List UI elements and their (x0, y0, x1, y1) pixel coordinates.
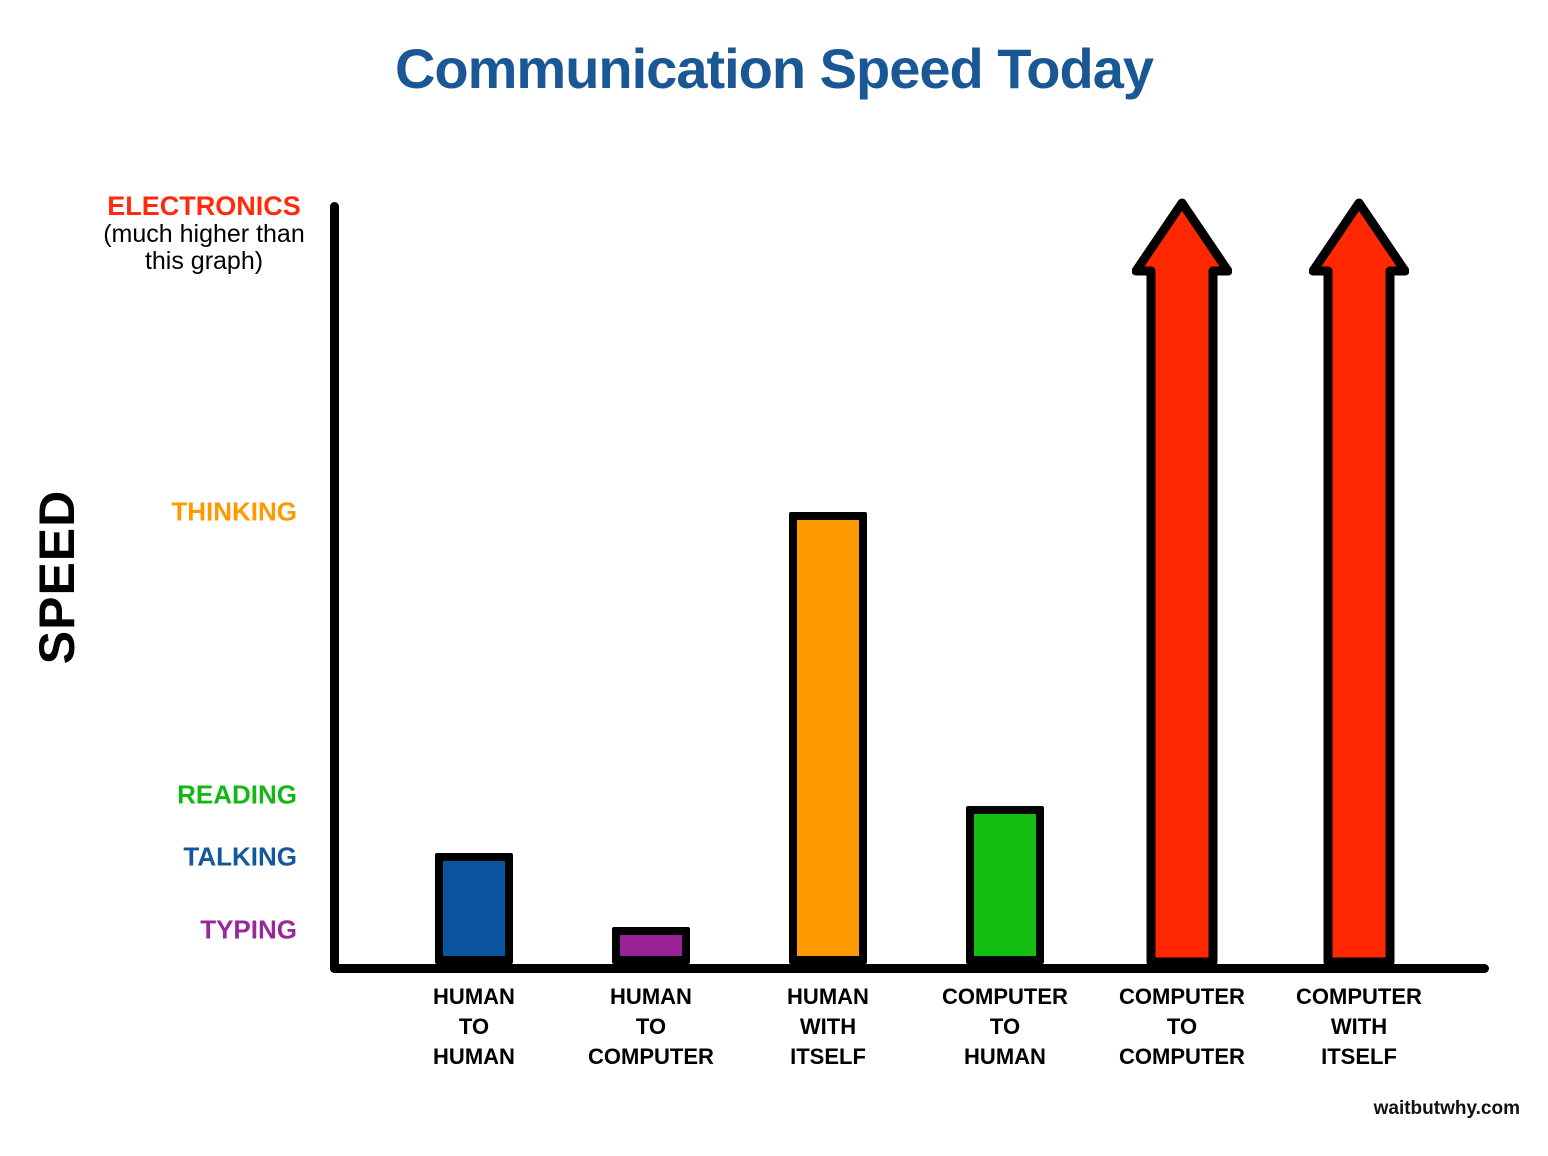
y-tick-label-typing: TYPING (200, 914, 297, 945)
bar-human-to-human (435, 853, 513, 964)
bar-human-to-computer (612, 927, 690, 964)
x-category-line: COMPUTER (1296, 984, 1422, 1009)
x-category-line: COMPUTER (588, 1044, 714, 1069)
source-credit: waitbutwhy.com (1373, 1098, 1520, 1119)
y-tick-note-line: (much higher than (103, 220, 305, 248)
up-arrow-icon (1309, 198, 1409, 967)
x-category-line: HUMAN (433, 1044, 515, 1069)
arrow-bar-computer-to-computer (1132, 198, 1232, 967)
y-tick-label-talking: TALKING (183, 841, 297, 872)
x-category-label-human-to-human: HUMAN TO HUMAN (374, 982, 574, 1072)
x-category-line: HUMAN (433, 984, 515, 1009)
x-category-line: TO (635, 1014, 667, 1039)
x-category-line: TO (1166, 1014, 1198, 1039)
x-category-label-computer-to-computer: COMPUTER TO COMPUTER (1082, 982, 1282, 1072)
y-tick-note-line: this graph) (144, 247, 264, 275)
y-tick-label-electronics: ELECTRONICS (much higher than this graph) (84, 191, 324, 275)
x-category-line: WITH (799, 1014, 857, 1039)
y-axis-line (330, 202, 339, 973)
x-category-line: COMPUTER (1119, 1044, 1245, 1069)
x-category-line: HUMAN (610, 984, 692, 1009)
x-category-label-human-to-computer: HUMAN TO COMPUTER (551, 982, 751, 1072)
x-category-line: HUMAN (964, 1044, 1046, 1069)
x-category-label-computer-to-human: COMPUTER TO HUMAN (905, 982, 1105, 1072)
bar-human-with-itself (789, 512, 867, 964)
x-category-line: TO (989, 1014, 1021, 1039)
x-category-line: COMPUTER (1119, 984, 1245, 1009)
arrow-bar-computer-with-itself (1309, 198, 1409, 967)
x-category-line: ITSELF (1321, 1044, 1397, 1069)
x-category-line: TO (458, 1014, 490, 1039)
x-category-line: COMPUTER (942, 984, 1068, 1009)
x-axis-line (330, 964, 1489, 973)
y-tick-label-thinking: THINKING (171, 496, 297, 527)
x-category-label-human-with-itself: HUMAN WITH ITSELF (728, 982, 928, 1072)
bar-computer-to-human (966, 806, 1044, 964)
y-tick-label-reading: READING (177, 779, 297, 810)
y-tick-text: ELECTRONICS (107, 191, 301, 221)
chart-title: Communication Speed Today (394, 37, 1154, 100)
x-category-line: HUMAN (787, 984, 869, 1009)
x-category-line: WITH (1330, 1014, 1388, 1039)
x-category-line: ITSELF (790, 1044, 866, 1069)
x-category-label-computer-with-itself: COMPUTER WITH ITSELF (1259, 982, 1459, 1072)
y-axis-title: SPEED (29, 489, 85, 665)
up-arrow-icon (1132, 198, 1232, 967)
